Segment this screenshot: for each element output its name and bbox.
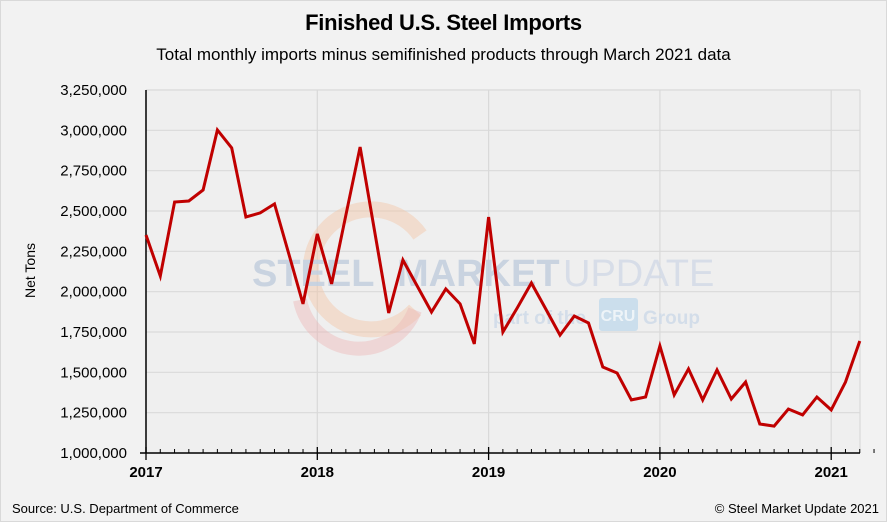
watermark-cru-text: CRU xyxy=(601,308,636,325)
watermark-part-of: part of the xyxy=(493,308,586,329)
y-tick-label: 3,250,000 xyxy=(60,82,127,99)
y-tick-label: 2,250,000 xyxy=(60,243,127,260)
x-tick-label: 2020 xyxy=(643,464,676,481)
plot-area xyxy=(146,90,860,453)
gridlines xyxy=(146,89,861,453)
source-note: Source: U.S. Department of Commerce xyxy=(12,501,239,516)
watermark-swoosh-lower xyxy=(293,298,422,356)
y-tick-label: 1,000,000 xyxy=(60,445,127,462)
x-tick-label: 2017 xyxy=(129,464,162,481)
y-tick-label: 1,250,000 xyxy=(60,405,127,422)
y-tick-label: 3,000,000 xyxy=(60,122,127,139)
copyright-note: © Steel Market Update 2021 xyxy=(714,501,879,516)
x-tick-label: 2018 xyxy=(301,464,334,481)
y-tick-label: 2,750,000 xyxy=(60,163,127,180)
watermark-group: Group xyxy=(643,308,700,329)
watermark-update: UPDATE xyxy=(563,253,714,295)
y-axis-ticks: 1,000,000 1,250,000 1,500,000 1,750,000 2,00… xyxy=(60,82,127,462)
y-tick-label: 2,500,000 xyxy=(60,203,127,220)
x-axis: 2017 2018 2019 2020 2021 xyxy=(129,90,875,481)
y-axis-label: Net Tons xyxy=(22,243,38,298)
x-tick-label: 2019 xyxy=(472,464,505,481)
y-tick-label: 2,000,000 xyxy=(60,284,127,301)
chart-subtitle: Total monthly imports minus semifinished… xyxy=(156,45,731,64)
series-group xyxy=(144,126,862,428)
watermark-cru-badge xyxy=(599,298,638,331)
series-line xyxy=(144,126,862,428)
chart-title: Finished U.S. Steel Imports xyxy=(305,10,582,35)
y-tick-label: 1,750,000 xyxy=(60,324,127,341)
y-tick-label: 1,500,000 xyxy=(60,364,127,381)
x-tick-label: 2021 xyxy=(815,464,848,481)
